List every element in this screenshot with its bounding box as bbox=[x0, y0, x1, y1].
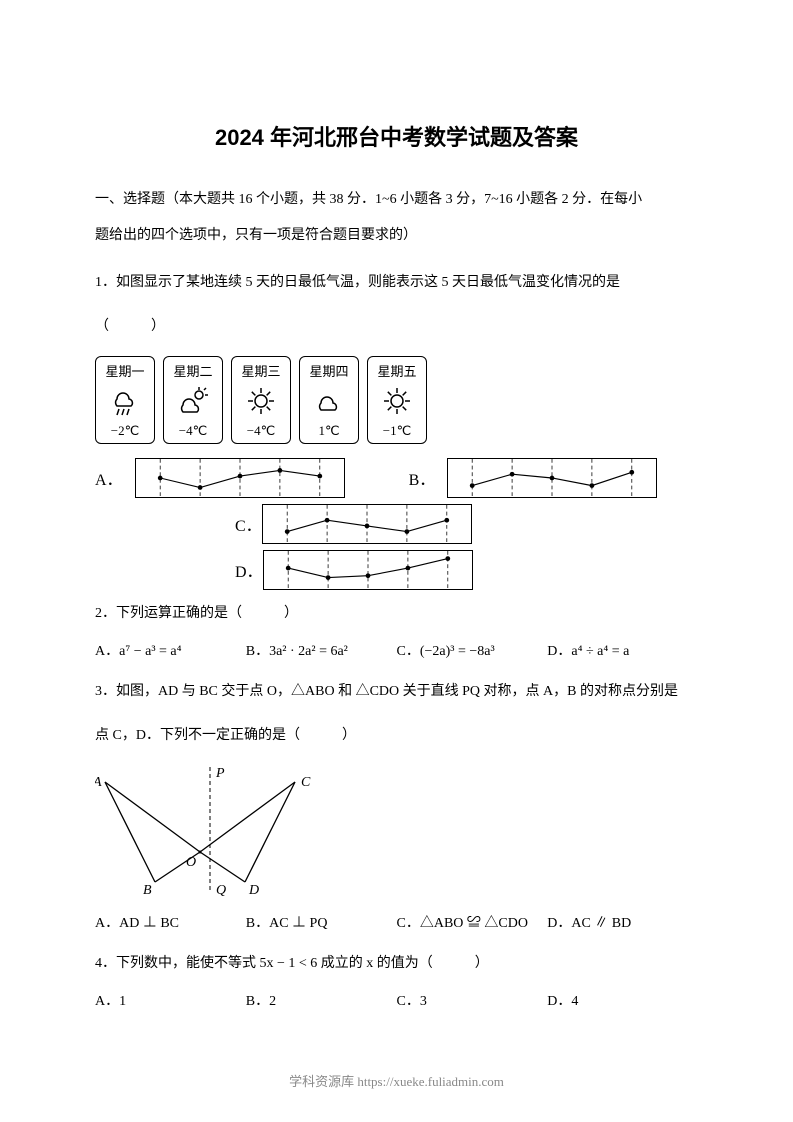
q2-opt-a: A．a⁷ − a³ = a⁴ bbox=[95, 640, 246, 660]
weather-card: 星期四 1℃ bbox=[299, 356, 359, 444]
q1-chart-d bbox=[263, 550, 473, 590]
weather-card: 星期五 −1℃ bbox=[367, 356, 427, 444]
section-heading-l2: 题给出的四个选项中，只有一项是符合题目要求的） bbox=[95, 228, 417, 243]
q4-opt-c: C．3 bbox=[397, 990, 548, 1010]
section-heading-l1: 一、选择题（本大题共 16 个小题，共 38 分．1~6 小题各 3 分，7~1… bbox=[95, 192, 642, 207]
weather-temp: 1℃ bbox=[318, 423, 339, 439]
weather-day: 星期二 bbox=[173, 361, 212, 380]
q1-opts-row-c: C． bbox=[235, 504, 698, 544]
q4-stem: 4．下列数中，能使不等式 5x − 1 < 6 成立的 x 的值为（ ） bbox=[95, 946, 698, 982]
weather-day: 星期四 bbox=[309, 361, 348, 380]
q2-opt-b: B．3a² · 2a² = 6a² bbox=[246, 640, 397, 660]
q1-opt-d-label: D． bbox=[235, 558, 263, 582]
svg-text:O: O bbox=[186, 855, 196, 870]
weather-cards: 星期一 −2℃ 星期二 −4℃ 星期三 −4℃ 星期四 1℃ 星期五 −1℃ bbox=[95, 356, 698, 444]
section-heading: 一、选择题（本大题共 16 个小题，共 38 分．1~6 小题各 3 分，7~1… bbox=[95, 182, 698, 255]
q2-opt-d: D．a⁴ ÷ a⁴ = a bbox=[547, 640, 698, 660]
q1-paren: （ ） bbox=[95, 309, 698, 345]
svg-text:A: A bbox=[95, 775, 102, 790]
weather-temp: −4℃ bbox=[179, 423, 207, 439]
weather-card: 星期三 −4℃ bbox=[231, 356, 291, 444]
q1-opts-row-ab: A． B． bbox=[95, 458, 698, 498]
q1-chart-a bbox=[135, 458, 345, 498]
weather-temp: −1℃ bbox=[383, 423, 411, 439]
svg-text:Q: Q bbox=[216, 883, 226, 897]
q2-stem: 2．下列运算正确的是（ ） bbox=[95, 596, 698, 632]
q3-options: A．AD ⊥ BC B．AC ⊥ PQ C．△ABO ≌ △CDO D．AC ∥… bbox=[95, 912, 698, 932]
weather-card: 星期二 −4℃ bbox=[163, 356, 223, 444]
weather-day: 星期一 bbox=[105, 361, 144, 380]
q2-options: A．a⁷ − a³ = a⁴ B．3a² · 2a² = 6a² C．(−2a)… bbox=[95, 640, 698, 660]
q3-figure: A B C D O P Q bbox=[95, 767, 698, 902]
q1-opt-c-label: C． bbox=[235, 512, 262, 536]
q1-opts-row-d: D． bbox=[235, 550, 698, 590]
q1-chart-b bbox=[447, 458, 657, 498]
weather-card: 星期一 −2℃ bbox=[95, 356, 155, 444]
q1-opt-a-label: A． bbox=[95, 466, 123, 490]
q3-stem-l2: 点 C，D．下列不一定正确的是（ ） bbox=[95, 718, 698, 754]
q3-opt-b: B．AC ⊥ PQ bbox=[246, 912, 397, 932]
q4-opt-a: A．1 bbox=[95, 990, 246, 1010]
q3-opt-a: A．AD ⊥ BC bbox=[95, 912, 246, 932]
weather-temp: −2℃ bbox=[111, 423, 139, 439]
q4-options: A．1 B．2 C．3 D．4 bbox=[95, 990, 698, 1010]
svg-text:C: C bbox=[301, 775, 311, 790]
q3-opt-d: D．AC ∥ BD bbox=[547, 912, 698, 932]
q3-opt-c: C．△ABO ≌ △CDO bbox=[397, 912, 548, 932]
q1-opt-b-label: B． bbox=[409, 466, 436, 490]
q4-opt-d: D．4 bbox=[547, 990, 698, 1010]
q1-stem: 1．如图显示了某地连续 5 天的日最低气温，则能表示这 5 天日最低气温变化情况… bbox=[95, 265, 698, 301]
svg-text:P: P bbox=[215, 767, 225, 781]
q1-chart-c bbox=[262, 504, 472, 544]
page-footer: 学科资源库 https://xueke.fuliadmin.com bbox=[0, 1071, 793, 1090]
weather-day: 星期三 bbox=[241, 361, 280, 380]
q4-opt-b: B．2 bbox=[246, 990, 397, 1010]
page-title: 2024 年河北邢台中考数学试题及答案 bbox=[95, 120, 698, 152]
q3-stem-l1: 3．如图，AD 与 BC 交于点 O，△ABO 和 △CDO 关于直线 PQ 对… bbox=[95, 674, 698, 710]
q2-opt-c: C．(−2a)³ = −8a³ bbox=[397, 640, 548, 660]
svg-text:B: B bbox=[143, 883, 152, 897]
weather-temp: −4℃ bbox=[247, 423, 275, 439]
weather-day: 星期五 bbox=[377, 361, 416, 380]
svg-text:D: D bbox=[248, 883, 259, 897]
